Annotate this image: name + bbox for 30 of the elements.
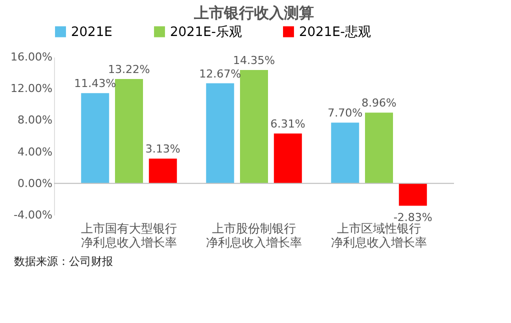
legend-label: 2021E <box>71 24 112 40</box>
x-tick-label: 上市股份制银行净利息收入增长率 <box>206 222 302 250</box>
bar <box>365 112 393 184</box>
chart-title: 上市银行收入测算 <box>193 4 314 22</box>
y-tick-label: 16.00% <box>10 50 52 64</box>
data-label: 3.13% <box>145 142 180 156</box>
data-label: 7.70% <box>328 106 363 120</box>
x-tick-label: 上市区域性银行净利息收入增长率 <box>331 222 427 250</box>
y-tick-label: 0.00% <box>18 176 52 190</box>
bar <box>398 183 427 206</box>
legend-label: 2021E-乐观 <box>170 24 242 40</box>
y-tick-label: 8.00% <box>18 114 52 127</box>
bar <box>148 158 177 184</box>
y-tick-label: 4.00% <box>18 145 52 158</box>
y-tick-label: -4.00% <box>14 208 52 222</box>
data-label: 8.96% <box>362 96 396 110</box>
data-label: 6.31% <box>270 118 306 131</box>
bar <box>331 122 360 184</box>
x-tick-label: 上市国有大型银行净利息收入增长率 <box>81 222 177 250</box>
data-label: 13.22% <box>108 62 150 76</box>
data-label: 14.35% <box>233 54 275 68</box>
bar <box>240 70 268 184</box>
data-label: -2.83% <box>393 210 432 224</box>
bar <box>115 78 143 184</box>
bar <box>206 83 234 184</box>
source-note: 数据来源：公司财报 <box>14 255 113 268</box>
y-tick-label: 12.00% <box>10 82 52 96</box>
bar <box>274 134 302 184</box>
bar <box>81 93 110 184</box>
legend-label: 2021E-悲观 <box>299 24 371 40</box>
